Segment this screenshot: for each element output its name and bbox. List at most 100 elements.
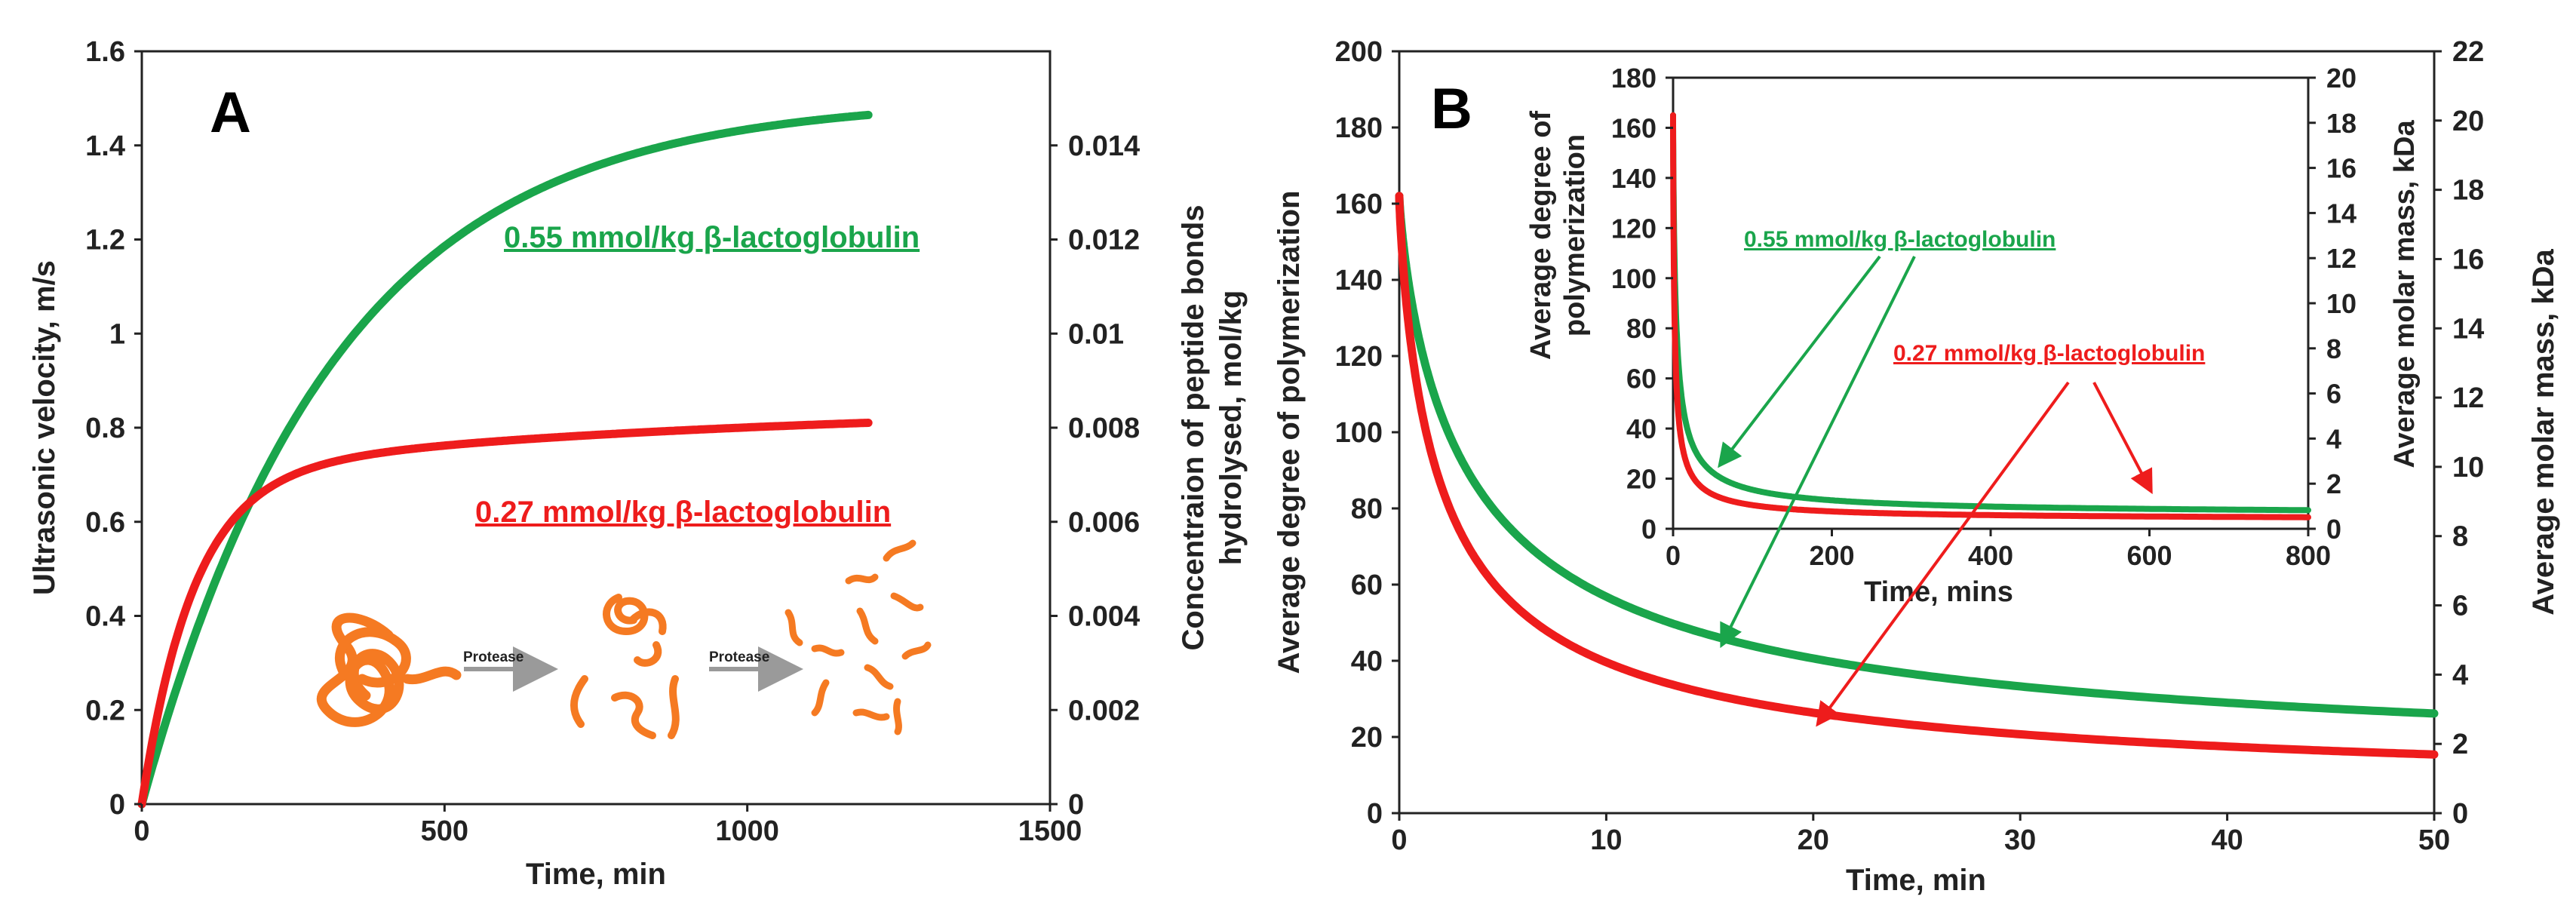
- i-y2-tick-label: 18: [2326, 108, 2356, 139]
- b-y-tick-label: 120: [1335, 341, 1383, 373]
- inset-x-ticks: 0 200 400 600 800: [1666, 529, 2331, 571]
- i-y-tick-label: 80: [1626, 313, 1656, 344]
- panel-b-x-ticks: 0 10 20 30 40 50: [1391, 813, 2450, 856]
- inset-label-red: 0.27 mmol/kg β-lactoglobulin: [1893, 341, 2205, 366]
- panel-a-y-ticks: 0 0.2 0.4 0.6 0.8 1 1.2 1.4 1.6: [85, 36, 142, 821]
- a-x-tick-label: 1500: [1018, 815, 1082, 847]
- a-y2-tick-label: 0.006: [1068, 507, 1140, 539]
- inset-label-green: 0.55 mmol/kg β-lactoglobulin: [1744, 227, 2056, 252]
- panel-a: 0 500 1000 1500 0 0.2 0.4 0.6 0.8 1 1.2 1.4 1.6 0 0.…: [28, 36, 1248, 891]
- b-x-tick-label: 20: [1798, 824, 1829, 856]
- panel-a-y-axis-label: Ultrasonic velocity, m/s: [28, 260, 61, 595]
- b-y-tick-label: 20: [1351, 722, 1383, 754]
- inset-y-ticks: 0 20 40 60 80 100 120 140 160 180: [1611, 63, 1673, 545]
- i-y2-tick-label: 8: [2326, 333, 2341, 364]
- panel-b: 0 10 20 30 40 50 020406080100120140160180200 …: [1273, 36, 2560, 897]
- b-x-tick-label: 40: [2211, 824, 2243, 856]
- b-y-tick-label: 200: [1335, 36, 1383, 68]
- i-y-tick-label: 20: [1626, 464, 1656, 495]
- i-y-tick-label: 120: [1611, 213, 1656, 244]
- a-y-tick-label: 1.2: [85, 225, 125, 256]
- a-x-tick-label: 500: [421, 815, 468, 847]
- i-y-tick-label: 0: [1641, 514, 1656, 545]
- b-y-tick-label: 160: [1335, 189, 1383, 220]
- i-y2-tick-label: 6: [2326, 379, 2341, 410]
- a-y2-tick-label: 0.012: [1068, 225, 1140, 256]
- i-x-tick-label: 800: [2286, 540, 2331, 571]
- inset-plot-frame: [1672, 76, 2310, 530]
- panel-b-y-ticks: 0 20 40 60 80 100 120 140 160 180 200: [1335, 36, 1399, 830]
- a-y-tick-label: 0.8: [85, 413, 125, 444]
- i-y2-tick-label: 20: [2326, 63, 2356, 94]
- panel-a-x-axis-label: Time, min: [526, 858, 666, 891]
- b-y2-tick-label: 4: [2452, 659, 2468, 691]
- i-y2-tick-label: 10: [2326, 288, 2356, 319]
- panel-b-series: [1395, 192, 2439, 759]
- i-x-tick-label: 200: [1809, 540, 1854, 571]
- b-y2-tick-label: 22: [2452, 36, 2484, 68]
- i-series-red-line: [1670, 112, 2311, 520]
- inset-y-axis-label-line1: Average degree of: [1525, 111, 1557, 361]
- i-x-tick-label: 400: [1968, 540, 2013, 571]
- i-y-tick-label: 40: [1626, 413, 1656, 444]
- inset-y-axis-label-line2: polymerization: [1559, 134, 1591, 336]
- i-y2-tick-label: 16: [2326, 153, 2356, 184]
- red-arrow-to-inset: [2092, 382, 2153, 495]
- a-y-tick-label: 1: [109, 318, 125, 350]
- i-y2-tick-label: 14: [2326, 198, 2356, 229]
- b-x-tick-label: 0: [1391, 824, 1407, 856]
- panel-b-letter: B: [1431, 77, 1472, 141]
- a-y2-tick-label: 0.01: [1068, 318, 1124, 350]
- b-y2-tick-label: 6: [2452, 591, 2468, 622]
- protease-label-1: Protease: [463, 649, 523, 665]
- i-y-tick-label: 60: [1626, 364, 1656, 395]
- b-y2-tick-label: 14: [2452, 313, 2484, 345]
- i-y2-tick-label: 2: [2326, 468, 2341, 499]
- panel-a-x-ticks: 0 500 1000 1500: [134, 804, 1082, 847]
- a-y-tick-label: 1.4: [85, 130, 125, 162]
- panel-a-y2-axis-label-line1: Concentraion of peptide bonds: [1177, 204, 1210, 650]
- hydrolysis-illustration: Protease Protease: [316, 539, 932, 739]
- a-y-tick-label: 0.6: [85, 507, 125, 539]
- inset-y2-ticks: 0 2 4 6 8 10 12 14 16 18 20: [2308, 63, 2356, 545]
- b-y-tick-label: 140: [1335, 265, 1383, 296]
- a-series-red-line: [137, 419, 873, 809]
- panel-a-y2-ticks: 0 0.002 0.004 0.006 0.008 0.01 0.012 0.014: [1050, 130, 1140, 821]
- a-x-tick-label: 0: [134, 815, 149, 847]
- b-y2-tick-label: 20: [2452, 106, 2484, 137]
- panel-a-letter: A: [210, 81, 251, 145]
- a-series-green-line: [137, 110, 873, 809]
- a-y2-tick-label: 0: [1068, 789, 1084, 821]
- i-y2-tick-label: 4: [2326, 423, 2341, 454]
- b-y2-tick-label: 12: [2452, 382, 2484, 414]
- b-x-tick-label: 30: [2004, 824, 2036, 856]
- a-y2-tick-label: 0.004: [1068, 601, 1140, 633]
- a-y2-tick-label: 0.008: [1068, 413, 1140, 444]
- b-y-tick-label: 60: [1351, 570, 1383, 601]
- a-y2-tick-label: 0.002: [1068, 695, 1140, 726]
- panel-a-label-red: 0.27 mmol/kg β-lactoglobulin: [475, 496, 891, 529]
- annotation-arrows: [1718, 255, 2153, 727]
- i-x-tick-label: 600: [2126, 540, 2172, 571]
- panel-b-y2-ticks: 0 2 4 6 8 10 12 14 16 18 20 22: [2434, 36, 2484, 830]
- panel-a-y2-axis-label-line2: hydrolysed, mol/kg: [1214, 290, 1248, 566]
- peptide-fragments-icon: [784, 539, 932, 735]
- partially-cleaved-protein-icon: [570, 594, 680, 739]
- a-y2-tick-label: 0.014: [1068, 130, 1140, 162]
- i-y-tick-label: 100: [1611, 263, 1656, 294]
- red-arrow-to-main: [1816, 381, 2070, 727]
- panel-b-y2-axis-label: Average molar mass, kDa: [2527, 249, 2560, 616]
- i-y-tick-label: 160: [1611, 112, 1656, 143]
- b-x-tick-label: 10: [1590, 824, 1622, 856]
- protease-label-2: Protease: [709, 649, 769, 665]
- i-series-green-line: [1670, 112, 2311, 514]
- panel-b-x-axis-label: Time, min: [1846, 864, 1986, 897]
- b-y2-tick-label: 18: [2452, 175, 2484, 207]
- a-y-tick-label: 0: [109, 789, 125, 821]
- b-y-tick-label: 100: [1335, 417, 1383, 449]
- panel-a-series: [137, 110, 873, 809]
- a-y-tick-label: 0.4: [85, 601, 125, 633]
- green-arrow-to-inset: [1718, 255, 1881, 468]
